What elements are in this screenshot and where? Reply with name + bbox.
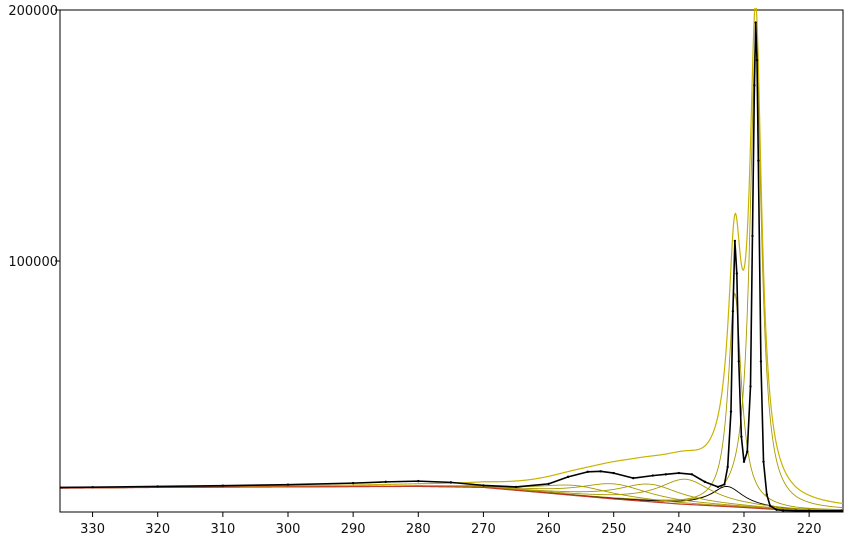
data-point: [759, 360, 763, 363]
data-series-line: [60, 21, 842, 512]
x-tick-label: 260: [536, 522, 561, 537]
data-point: [775, 508, 778, 511]
tick-group: 330 320 310 300 290 280 270 260 250 240 230 220 1000…: [8, 4, 821, 537]
data-point: [632, 476, 635, 480]
data-point: [586, 470, 589, 474]
y-tick-label: 200000: [8, 4, 58, 19]
data-point: [807, 509, 811, 512]
data-point: [514, 485, 518, 489]
data-point: [742, 460, 746, 463]
data-point: [740, 435, 743, 438]
x-tick-label: 300: [276, 522, 301, 537]
x-tick-label: 320: [145, 522, 170, 537]
data-point: [664, 473, 668, 476]
data-point: [91, 485, 94, 489]
data-point: [60, 486, 62, 489]
x-tick-label: 280: [406, 522, 431, 537]
x-tick-label: 290: [341, 522, 366, 537]
data-point: [754, 21, 757, 24]
data-point: [729, 410, 733, 413]
data-point: [757, 159, 760, 162]
data-point: [726, 465, 729, 469]
data-point: [840, 509, 843, 512]
data-point: [351, 481, 355, 485]
data-point: [612, 471, 615, 475]
data-point: [737, 360, 740, 363]
data-point: [547, 482, 550, 486]
x-tick-label: 330: [80, 522, 105, 537]
data-point: [566, 475, 570, 479]
data-point: [765, 493, 768, 496]
data-point: [746, 450, 749, 453]
plot-area: [59, 9, 844, 513]
data-point: [735, 272, 739, 275]
data-point: [751, 234, 754, 238]
data-point: [749, 385, 752, 388]
series-group: [60, 8, 843, 512]
data-point: [690, 473, 694, 476]
data-point: [753, 84, 756, 87]
data-point: [781, 509, 785, 512]
data-point: [762, 460, 765, 463]
x-tick-label: 270: [471, 522, 496, 537]
data-point: [156, 485, 159, 488]
background-line: [60, 485, 843, 512]
data-point: [723, 483, 726, 486]
data-point: [677, 471, 681, 475]
data-point: [755, 59, 759, 62]
data-point: [703, 480, 707, 484]
x-tick-label: 220: [797, 522, 822, 537]
data-point: [794, 509, 798, 512]
x-tick-label: 230: [732, 522, 757, 537]
x-tick-label: 310: [210, 522, 235, 537]
y-tick-label: 100000: [8, 255, 58, 270]
data-point: [599, 470, 602, 473]
data-point: [417, 479, 420, 483]
data-point: [768, 504, 772, 507]
data-point: [731, 310, 735, 313]
x-tick-label: 240: [666, 522, 691, 537]
data-point: [449, 481, 453, 484]
data-point: [221, 484, 225, 487]
data-point: [651, 474, 654, 477]
data-point: [384, 480, 387, 484]
data-point: [286, 483, 290, 486]
data-point: [716, 485, 720, 489]
data-point: [733, 239, 737, 243]
data-point: [482, 484, 485, 487]
x-tick-label: 250: [601, 522, 626, 537]
